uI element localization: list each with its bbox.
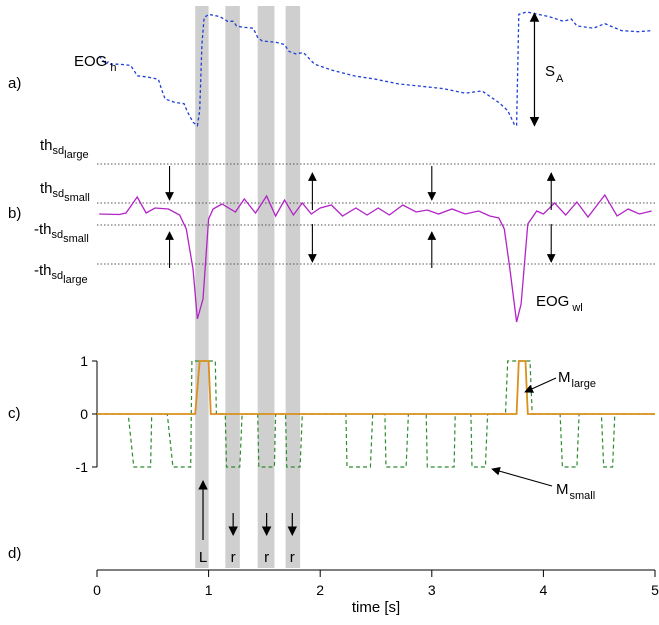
event-label-2: r [264,549,269,566]
eog-h-line [98,11,652,127]
threshold-label-large: thsdlarge [40,137,89,161]
y-tick-label-1: 0 [80,406,88,422]
x-tick-label-4: 4 [540,582,548,598]
threshold-lines [97,163,655,265]
panel-label-b: b) [8,205,21,222]
shaded-interval-3 [285,6,301,568]
y-tick-label-0: 1 [80,353,88,369]
x-tick-label-1: 1 [205,582,213,598]
threshold-label-neg-small: -thsdsmall [34,221,89,245]
event-label-3: r [290,549,295,566]
panel-c-y-axis: 1 0 -1 [76,353,98,475]
eog-wl-label: EOG wl [536,293,583,314]
m-large-label: Mlarge [558,369,596,390]
panel-label-c: c) [8,405,21,422]
panel-label-d: d) [8,545,21,562]
event-label-0: L [199,549,207,566]
x-tick-label-2: 2 [316,582,324,598]
shaded-intervals [195,6,301,568]
shaded-interval-0 [195,6,209,568]
y-tick-label-2: -1 [76,459,89,475]
shaded-interval-2 [257,6,275,568]
m-small-pointer [491,466,553,487]
x-tick-label-3: 3 [428,582,436,598]
shaded-interval-1 [225,6,240,568]
sa-label: SA [545,63,564,85]
x-tick-label-0: 0 [93,582,101,598]
threshold-arrows [165,166,556,268]
threshold-label-small: thsdsmall [40,180,90,204]
eog-h-label: EOG h [74,53,116,74]
x-axis-label: time [s] [352,599,400,616]
event-label-1: r [231,549,236,566]
eog-wl-line [99,193,652,323]
m-small-label: Msmall [556,481,595,502]
threshold-label-neg-large: -thsdlarge [34,262,88,286]
panel-label-a: a) [8,75,21,92]
x-tick-label-5: 5 [651,582,659,598]
m-large-pointer [524,377,557,393]
time-axis: 0 1 2 3 4 5 [93,569,659,598]
